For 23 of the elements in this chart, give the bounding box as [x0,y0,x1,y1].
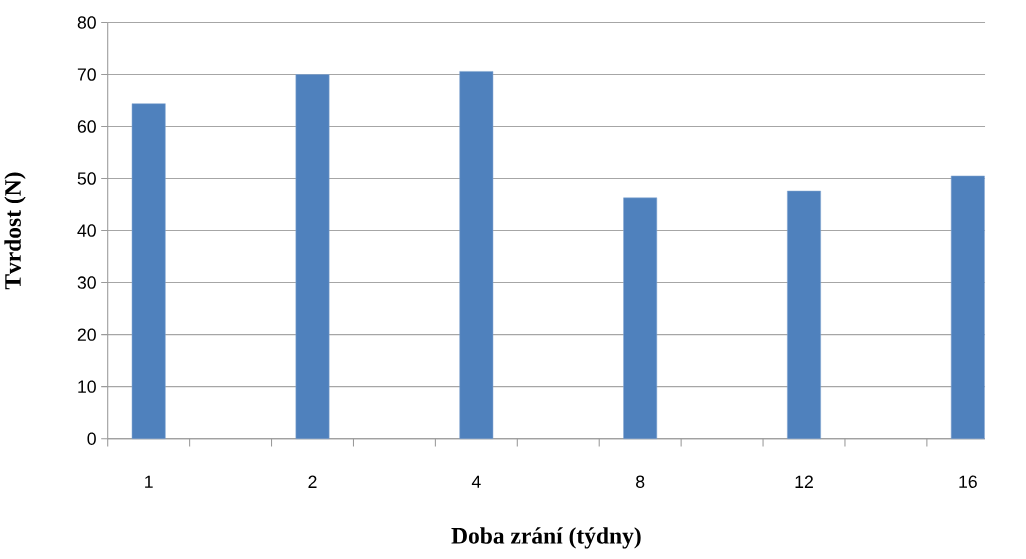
bar [950,175,985,439]
y-tick-label: 20 [77,328,96,341]
x-tick-label: 12 [795,475,813,488]
y-tick-label: 40 [77,224,96,237]
x-tick-label: 2 [308,475,317,488]
y-tick-label: 10 [78,380,96,393]
y-tick-label: 60 [77,120,96,133]
bar [459,71,494,439]
y-tick-label: 80 [77,16,96,29]
y-tick-label: 70 [77,68,96,81]
bar [623,197,658,439]
y-tick-label: 50 [77,172,96,185]
y-axis-title: Tvrdost (N) [4,172,26,290]
x-tick-label: 16 [959,475,977,488]
x-tick-label: 4 [471,475,481,488]
bar [295,74,330,439]
y-tick-label: 0 [87,432,96,445]
x-tick-label: 1 [145,475,153,488]
x-axis-title: Doba zrání (týdny) [451,527,641,549]
x-tick-label: 8 [636,475,645,488]
y-tick-label: 30 [77,276,96,289]
bar [787,190,821,439]
bar [131,103,166,439]
